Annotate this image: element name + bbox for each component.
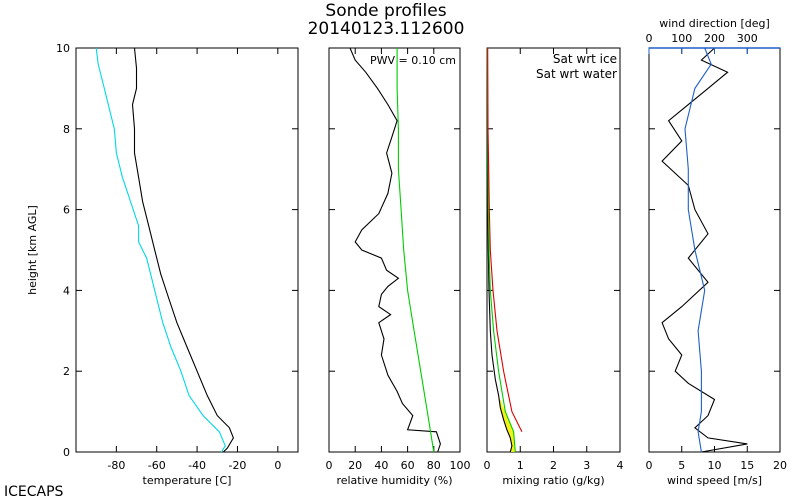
x-tick-label: 0	[326, 459, 333, 472]
x-axis-label: relative humidity (%)	[336, 474, 452, 487]
x2-tick-label: 300	[737, 32, 758, 45]
figure-title-line1: Sonde profiles	[325, 1, 446, 21]
x-tick-label: -80	[107, 459, 125, 472]
x-tick-label: -40	[188, 459, 206, 472]
x-tick-label: 20	[348, 459, 362, 472]
panel-wind: 0 5 10 15 20 wind speed [m/s] 0 100 200 300 wind d…	[646, 17, 788, 487]
x-tick-label: 1	[517, 459, 524, 472]
x-tick-label: -20	[228, 459, 246, 472]
x-tick-label: -60	[148, 459, 166, 472]
y-axis-label: height [km AGL]	[26, 205, 39, 295]
x-tick-label: 2	[550, 459, 557, 472]
pwv-annotation: PWV = 0.10 cm	[370, 54, 456, 67]
y-tick-label: 6	[63, 204, 70, 217]
plot-frame	[648, 47, 781, 453]
x2-axis-label: wind direction [deg]	[659, 17, 770, 30]
panel-temperature: -80 -60 -40 -20 0 0 2 4 6 8 10 temperature [C] heigh…	[26, 42, 299, 487]
x-tick-label: 20	[773, 459, 787, 472]
series-line-1	[684, 47, 712, 453]
panel-relative-humidity: 0 20 40 60 80 100 relative humidity (%) PWV = 0…	[326, 47, 471, 487]
series-line-0	[661, 47, 748, 453]
y-tick-label: 4	[63, 284, 70, 297]
x-tick-label: 0	[646, 459, 653, 472]
x-axis-label: temperature [C]	[143, 474, 232, 487]
x-tick-label: 4	[617, 459, 624, 472]
x-tick-label: 60	[401, 459, 415, 472]
y-tick-label: 10	[56, 42, 70, 55]
x2-tick-label: 0	[646, 32, 653, 45]
x-tick-label: 10	[708, 459, 722, 472]
x-tick-label: 40	[374, 459, 388, 472]
x2-tick-label: 200	[704, 32, 725, 45]
x-tick-label: 80	[427, 459, 441, 472]
plot-frame	[75, 47, 299, 453]
legend-entry: Sat wrt water	[536, 67, 617, 81]
series-line-1	[486, 47, 516, 453]
x-tick-label: 3	[583, 459, 590, 472]
x-tick-label: 0	[274, 459, 281, 472]
y-tick-label: 2	[63, 365, 70, 378]
corner-label: ICECAPS	[4, 484, 64, 500]
y-tick-label: 8	[63, 123, 70, 136]
plot-frame	[328, 47, 461, 453]
x-tick-label: 15	[740, 459, 754, 472]
x-axis-label: wind speed [m/s]	[667, 474, 762, 487]
x-tick-label: 5	[678, 459, 685, 472]
figure-title-line2: 20140123.112600	[308, 19, 465, 39]
series-line-1	[396, 48, 435, 453]
series-line-2	[487, 47, 523, 433]
saturation-band	[498, 395, 516, 452]
x2-tick-label: 100	[671, 32, 692, 45]
series-line-0	[131, 47, 235, 453]
plot-frame	[486, 47, 621, 453]
series-line-0	[349, 47, 441, 453]
x-axis-label: mixing ratio (g/kg)	[502, 474, 604, 487]
x-tick-label: 0	[484, 459, 491, 472]
legend-entry: Sat wrt ice	[553, 52, 617, 66]
x-tick-label: 100	[450, 459, 471, 472]
series-line-1	[95, 47, 226, 453]
y-tick-label: 0	[63, 446, 70, 459]
